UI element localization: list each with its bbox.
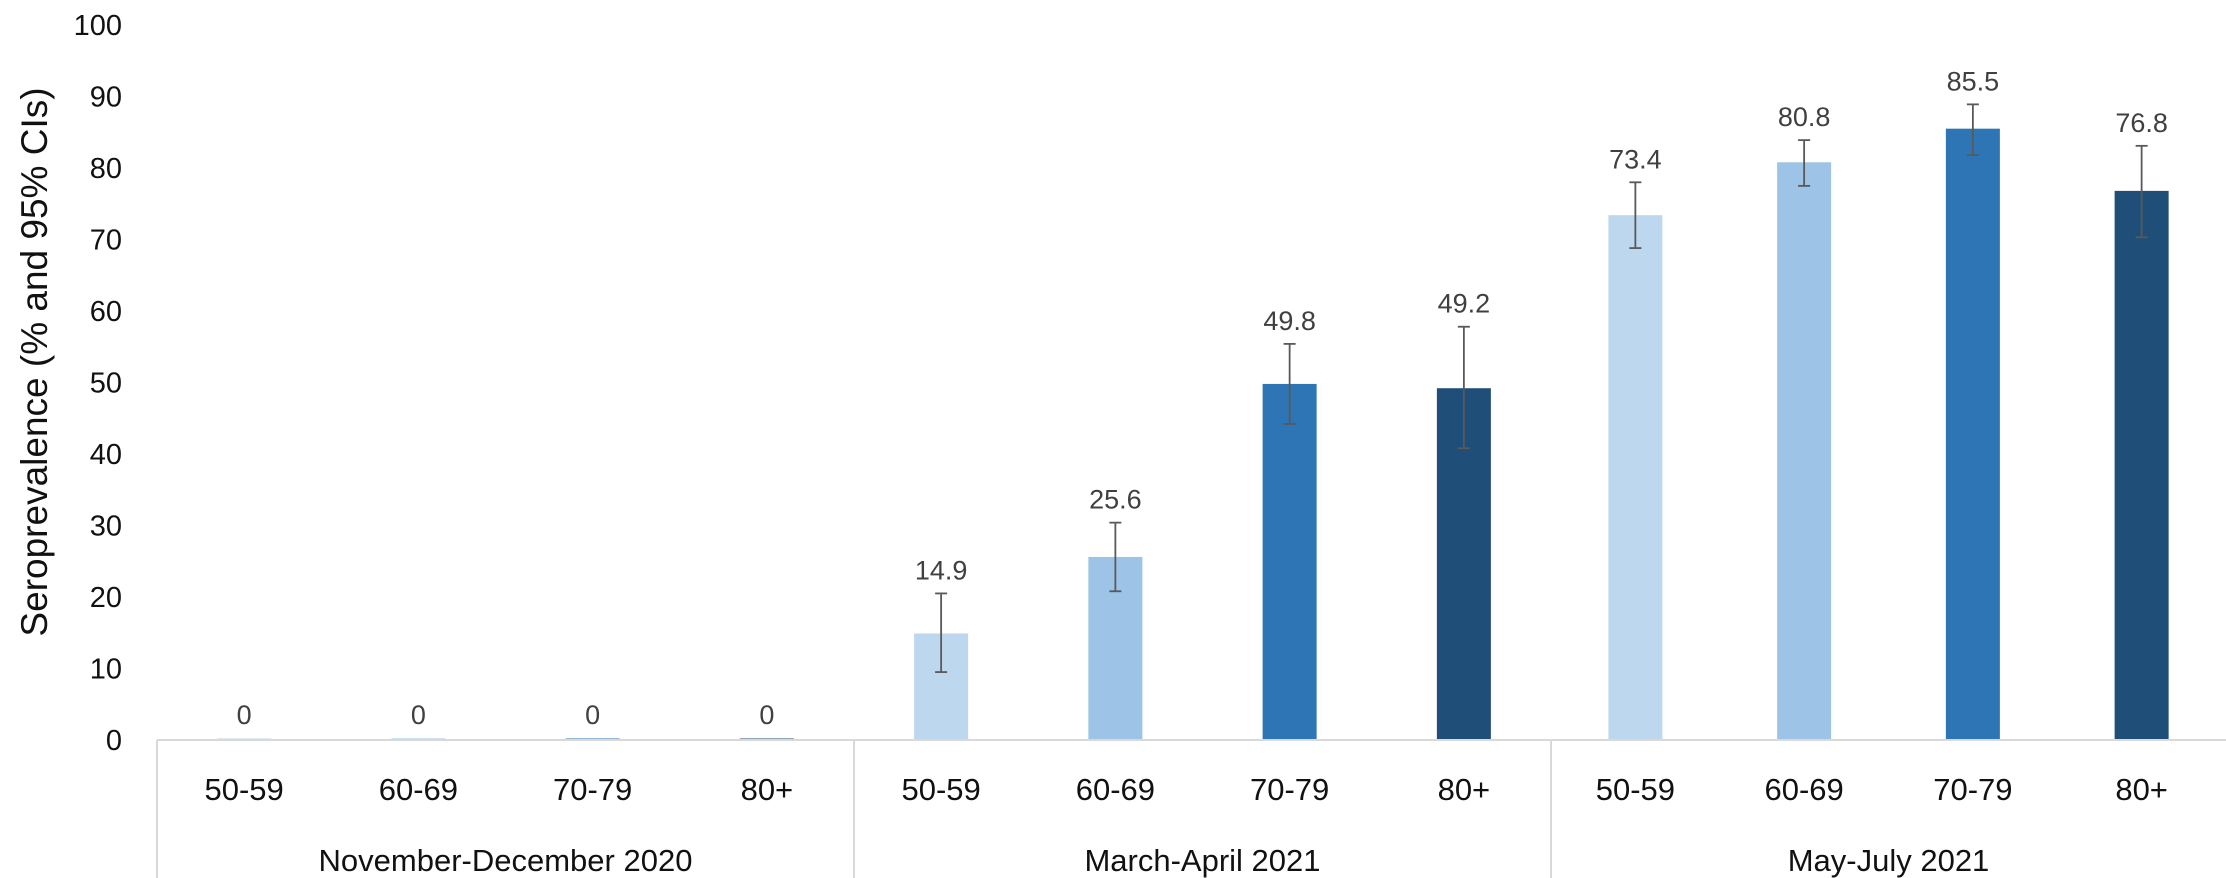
- category-label: 70-79: [1933, 772, 2012, 807]
- category-axis: [156, 739, 2226, 878]
- error-bar: [1629, 181, 1642, 249]
- data-label: 25.6: [1089, 485, 1142, 515]
- data-label: 49.8: [1263, 306, 1316, 336]
- error-bar: [935, 592, 948, 673]
- y-tick-label: 60: [90, 296, 122, 328]
- data-label: 0: [759, 700, 774, 730]
- y-tick-label: 100: [74, 10, 122, 42]
- y-tick-label: 30: [90, 511, 122, 543]
- group-labels: November-December 2020 March-April 2021 Ma…: [319, 843, 1990, 878]
- data-label: 0: [411, 700, 426, 730]
- category-label: 80+: [1438, 772, 1491, 807]
- error-bar: [1457, 325, 1470, 450]
- category-label: 60-69: [1764, 772, 1843, 807]
- category-label: 50-59: [901, 772, 980, 807]
- y-tick-label: 70: [90, 225, 122, 257]
- error-bar: [1966, 103, 1979, 157]
- category-label: 50-59: [1596, 772, 1675, 807]
- y-tick-label: 50: [90, 368, 122, 400]
- y-axis-title-group: Seroprevalence (% and 95% CIs): [14, 87, 55, 636]
- y-tick-label: 90: [90, 82, 122, 114]
- y-tick-label: 40: [90, 439, 122, 471]
- bar-70-79-group-3: [1945, 128, 2000, 741]
- data-label: 80.8: [1778, 102, 1831, 132]
- error-bar: [1798, 139, 1811, 187]
- category-label: 60-69: [379, 772, 458, 807]
- data-label: 0: [585, 700, 600, 730]
- error-bar: [2135, 144, 2148, 239]
- bar-80plus-group-3: [2114, 190, 2169, 740]
- category-label: 70-79: [553, 772, 632, 807]
- y-axis-ticks: 0 10 20 30 40 50 60 70 80 90 100: [74, 10, 122, 757]
- bar-70-79-group-2: [1262, 383, 1317, 740]
- error-bar: [1109, 521, 1122, 593]
- y-tick-label: 0: [106, 725, 122, 757]
- group-label: May-July 2021: [1788, 843, 1990, 878]
- bar-60-69-group-3: [1777, 162, 1832, 740]
- y-axis-title: Seroprevalence (% and 95% CIs): [14, 87, 55, 636]
- data-label: 14.9: [915, 555, 968, 585]
- group-label: March-April 2021: [1084, 843, 1320, 878]
- data-label: 0: [237, 700, 252, 730]
- category-labels: 50-59 60-69 70-79 80+ 50-59 60-69 70-79 80+ 50-5…: [204, 772, 2167, 807]
- data-label: 76.8: [2115, 108, 2168, 138]
- bar-50-59-group-3: [1608, 215, 1663, 740]
- category-label: 70-79: [1250, 772, 1329, 807]
- category-label: 50-59: [204, 772, 283, 807]
- error-bars: [935, 103, 2148, 673]
- group-label: November-December 2020: [319, 843, 693, 878]
- bars: [217, 128, 2169, 741]
- data-labels: 0 0 0 0 14.9 25.6 49.8 49.2 73.4 80.8 85.5 76.8: [237, 66, 2168, 730]
- y-tick-label: 20: [90, 582, 122, 614]
- error-bar: [1283, 342, 1296, 425]
- category-label: 80+: [741, 772, 794, 807]
- data-label: 73.4: [1609, 144, 1662, 174]
- category-label: 60-69: [1076, 772, 1155, 807]
- y-tick-label: 80: [90, 153, 122, 185]
- y-tick-label: 10: [90, 654, 122, 686]
- data-label: 49.2: [1438, 289, 1491, 319]
- category-label: 80+: [2115, 772, 2168, 807]
- data-label: 85.5: [1947, 66, 2000, 96]
